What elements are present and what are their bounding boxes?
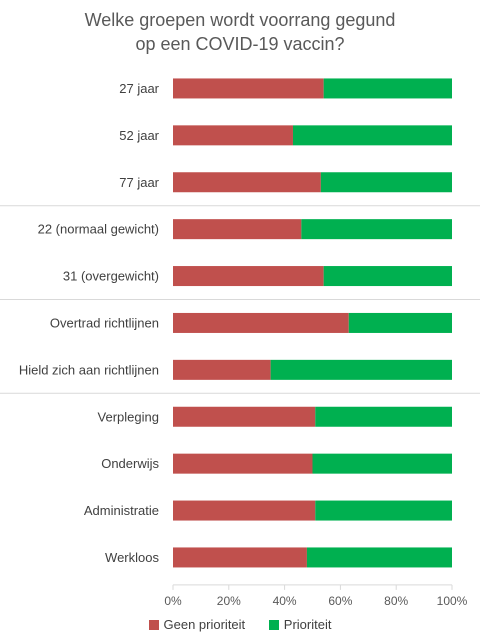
category-label: 31 (overgewicht) xyxy=(63,269,159,284)
chart-title-line-1: Welke groepen wordt voorrang gegund xyxy=(84,10,396,30)
category-label: 52 jaar xyxy=(119,128,159,143)
plot-area: 27 jaar 52 jaar 77 jaar 22 (normaal gewicht… xyxy=(0,78,480,608)
category-label: 77 jaar xyxy=(119,175,159,190)
bar-prioriteit-1 xyxy=(292,125,452,146)
legend-item-prioriteit: Prioriteit xyxy=(268,617,332,632)
chart-title: Welke groepen wordt voorrang gegund op e… xyxy=(40,8,440,56)
x-tick-label: 60% xyxy=(328,594,352,608)
x-tick-label: 100% xyxy=(437,594,468,608)
category-label: Overtrad richtlijnen xyxy=(50,315,159,330)
bar-geen-prioriteit-6 xyxy=(173,359,271,380)
category-label: Hield zich aan richtlijnen xyxy=(19,362,159,377)
category-label: Verpleging xyxy=(98,409,159,424)
bar-geen-prioriteit-9 xyxy=(173,500,316,521)
bar-prioriteit-4 xyxy=(323,266,452,287)
category-label: Administratie xyxy=(84,503,159,518)
bar-geen-prioriteit-3 xyxy=(173,219,302,240)
bar-geen-prioriteit-7 xyxy=(173,406,316,427)
bar-prioriteit-8 xyxy=(312,453,452,474)
category-label: Onderwijs xyxy=(101,456,159,471)
bar-prioriteit-5 xyxy=(348,312,452,333)
x-tick-label: 80% xyxy=(384,594,408,608)
legend-label-geen-prioriteit: Geen prioriteit xyxy=(163,617,246,632)
bar-geen-prioriteit-2 xyxy=(173,172,321,193)
category-label: 27 jaar xyxy=(119,81,159,96)
bar-geen-prioriteit-10 xyxy=(173,547,307,568)
bar-prioriteit-7 xyxy=(315,406,452,427)
bar-geen-prioriteit-8 xyxy=(173,453,313,474)
x-tick-label: 0% xyxy=(164,594,182,608)
category-label: Werkloos xyxy=(105,550,159,565)
x-tick-label: 20% xyxy=(217,594,241,608)
bar-prioriteit-2 xyxy=(320,172,452,193)
bar-prioriteit-0 xyxy=(323,78,452,99)
chart-title-line-2: op een COVID-19 vaccin? xyxy=(135,34,345,54)
legend-swatch-prioriteit xyxy=(268,619,279,630)
legend-item-geen-prioriteit: Geen prioriteit xyxy=(148,617,246,632)
bar-geen-prioriteit-5 xyxy=(173,312,349,333)
bar-prioriteit-9 xyxy=(315,500,452,521)
bar-prioriteit-3 xyxy=(301,219,452,240)
legend: Geen prioriteit Prioriteit xyxy=(0,617,480,633)
legend-swatch-geen-prioriteit xyxy=(148,619,159,630)
bar-geen-prioriteit-4 xyxy=(173,266,324,287)
bar-geen-prioriteit-1 xyxy=(173,125,293,146)
bar-geen-prioriteit-0 xyxy=(173,78,324,99)
x-tick-label: 40% xyxy=(273,594,297,608)
legend-label-prioriteit: Prioriteit xyxy=(283,617,332,632)
category-label: 22 (normaal gewicht) xyxy=(38,222,159,237)
bar-prioriteit-10 xyxy=(306,547,452,568)
bar-prioriteit-6 xyxy=(270,359,452,380)
